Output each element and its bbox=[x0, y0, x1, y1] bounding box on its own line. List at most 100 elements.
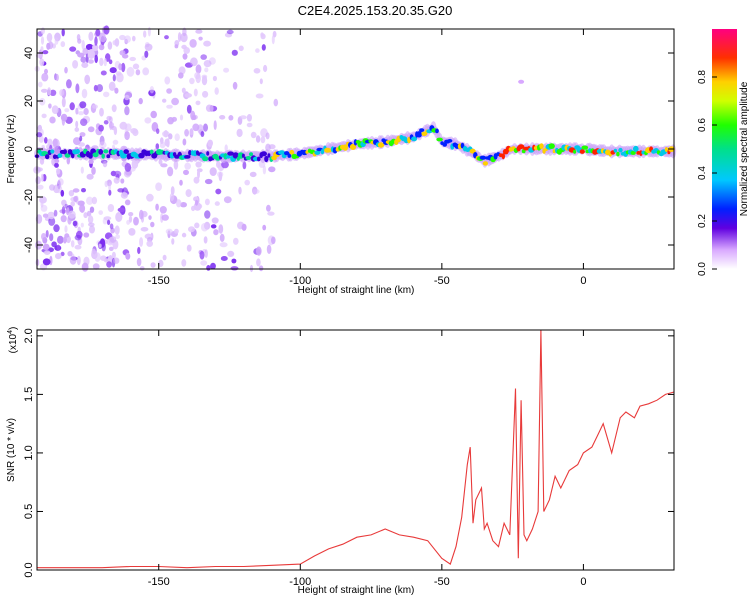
noise-blob bbox=[74, 127, 80, 132]
noise-blob bbox=[128, 215, 133, 223]
noise-blob bbox=[45, 230, 49, 238]
noise-blob bbox=[219, 242, 228, 248]
noise-blob bbox=[191, 205, 196, 212]
noise-blob bbox=[184, 129, 190, 137]
noise-blob bbox=[111, 251, 116, 259]
noise-blob bbox=[150, 221, 155, 228]
noise-blob bbox=[192, 123, 200, 132]
noise-blob bbox=[213, 229, 219, 236]
colorbar-ticks: 0.0 0.2 0.4 0.6 0.8 bbox=[697, 70, 717, 276]
noise-blob bbox=[78, 111, 84, 116]
noise-blob bbox=[261, 44, 266, 51]
noise-blob bbox=[224, 144, 228, 152]
noise-blob bbox=[186, 244, 192, 252]
noise-blob bbox=[79, 204, 86, 213]
ridge-cell bbox=[287, 153, 292, 158]
noise-blob bbox=[88, 31, 94, 41]
noise-blob bbox=[182, 138, 187, 146]
noise-blob bbox=[113, 177, 120, 184]
ridge-cell bbox=[342, 144, 348, 151]
noise-blob bbox=[271, 236, 276, 245]
noise-blob bbox=[41, 233, 47, 241]
noise-blob bbox=[124, 131, 130, 141]
noise-blob bbox=[119, 50, 126, 56]
outlier-point bbox=[518, 79, 525, 84]
noise-blob bbox=[164, 76, 171, 85]
ridge-cell bbox=[542, 148, 546, 154]
noise-blob bbox=[167, 117, 175, 125]
noise-blob bbox=[168, 133, 173, 140]
noise-blob bbox=[95, 29, 101, 37]
ridge-cell bbox=[202, 156, 209, 162]
noise-blob bbox=[56, 185, 63, 194]
snr-y-label: SNR (10 * v/v) bbox=[6, 418, 17, 482]
noise-blob bbox=[86, 196, 94, 205]
noise-blob bbox=[155, 203, 159, 211]
noise-blob bbox=[188, 226, 195, 233]
noise-blob bbox=[64, 66, 68, 74]
noise-blob bbox=[49, 233, 54, 242]
snr-border bbox=[36, 329, 675, 571]
noise-blob bbox=[195, 100, 201, 106]
noise-blob bbox=[255, 246, 262, 256]
noise-blob bbox=[94, 36, 98, 46]
noise-blob bbox=[103, 25, 110, 35]
noise-blob bbox=[258, 265, 264, 272]
noise-blob bbox=[162, 254, 167, 261]
noise-blob bbox=[193, 88, 198, 97]
noise-blob bbox=[213, 120, 217, 130]
noise-blob bbox=[212, 75, 217, 82]
ridge-cell bbox=[103, 149, 109, 154]
noise-blob bbox=[61, 28, 65, 37]
ridge-cell bbox=[227, 151, 235, 156]
noise-blob bbox=[149, 86, 155, 94]
noise-blob bbox=[125, 252, 131, 260]
noise-blob bbox=[81, 88, 88, 99]
noise-blob bbox=[72, 60, 79, 69]
noise-blob bbox=[86, 173, 94, 180]
noise-blob bbox=[180, 32, 188, 43]
ridge-cell bbox=[616, 151, 620, 157]
y-tick-label: 2.0 bbox=[23, 328, 35, 343]
ridge-cell bbox=[123, 149, 129, 155]
noise-blob bbox=[37, 184, 44, 190]
ridge-cell bbox=[501, 153, 505, 160]
noise-blob bbox=[150, 110, 157, 119]
noise-blob bbox=[228, 115, 234, 121]
noise-blob bbox=[139, 237, 144, 247]
noise-blob bbox=[131, 159, 139, 169]
noise-blob bbox=[244, 179, 250, 186]
noise-blob bbox=[98, 124, 104, 132]
colorbar-tick-label: 0.4 bbox=[697, 166, 708, 180]
noise-blob bbox=[53, 224, 60, 233]
noise-blob bbox=[162, 98, 167, 103]
noise-blob bbox=[110, 170, 117, 177]
noise-blob bbox=[124, 106, 130, 116]
noise-blob bbox=[114, 87, 119, 94]
ridge-cell bbox=[206, 151, 210, 156]
noise-blob bbox=[40, 36, 45, 45]
ridge-cell bbox=[267, 153, 271, 158]
noise-blob bbox=[165, 228, 173, 235]
noise-blob bbox=[219, 233, 225, 242]
noise-blob bbox=[156, 128, 160, 135]
snr-x-ticks: -150 -100 -50 0 bbox=[148, 330, 586, 588]
noise-blob bbox=[249, 171, 257, 178]
noise-blob bbox=[223, 196, 232, 204]
noise-blob bbox=[56, 168, 61, 175]
noise-blob bbox=[79, 135, 83, 142]
noise-blob bbox=[219, 115, 226, 120]
noise-blob bbox=[69, 255, 77, 265]
noise-blob bbox=[260, 32, 264, 37]
noise-blob bbox=[144, 117, 152, 124]
svg-text:(x104): (x104) bbox=[7, 327, 19, 354]
noise-blob bbox=[128, 212, 134, 217]
noise-blob bbox=[174, 228, 179, 234]
noise-blob bbox=[99, 107, 104, 117]
ridge-cell bbox=[416, 131, 423, 138]
ridge-cell bbox=[548, 143, 555, 150]
noise-blob bbox=[195, 64, 202, 74]
noise-blob bbox=[111, 104, 117, 113]
noise-blob bbox=[194, 199, 199, 206]
noise-blob bbox=[184, 162, 191, 170]
